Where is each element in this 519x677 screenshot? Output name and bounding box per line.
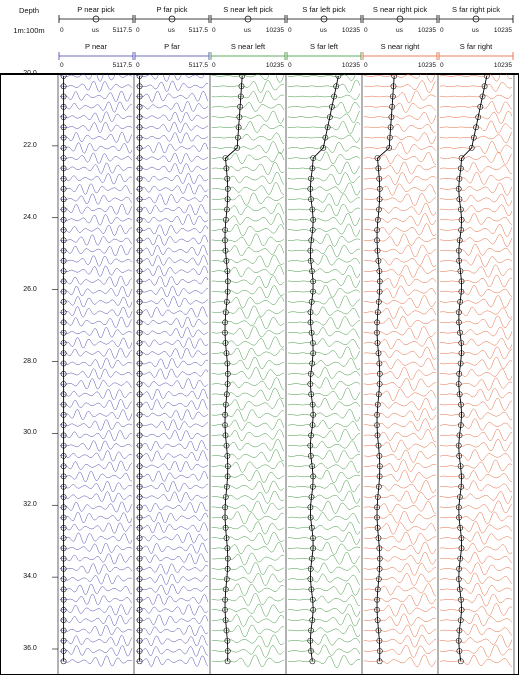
depth-label: 26.0 <box>23 285 37 293</box>
trace-header-title: P near <box>85 42 107 51</box>
scale-min: 0 <box>60 27 64 34</box>
depth-label: 32.0 <box>23 501 37 509</box>
trace-scale-min: 0 <box>288 62 292 69</box>
pick-marker-icon <box>481 83 488 90</box>
scale-min: 0 <box>136 27 140 34</box>
trace-scale-min: 0 <box>60 62 64 69</box>
depth-label: 28.0 <box>23 357 37 365</box>
pick-marker-icon <box>322 134 329 141</box>
trace-scale-max: 10235 <box>417 62 436 69</box>
pick-marker-icon <box>320 145 327 151</box>
pick-marker-icon <box>335 74 342 79</box>
trace-scale-min: 0 <box>364 62 368 69</box>
pick-marker-icon <box>333 83 340 90</box>
depth-scale-label: 1m:100m <box>13 26 45 35</box>
track-header: Depth 1m:100m P near pick 0 us 5117.5 P far … <box>0 0 519 74</box>
pick-line <box>458 75 488 662</box>
pick-marker-icon <box>244 15 252 23</box>
scale-max: 10235 <box>493 27 512 34</box>
trace-scale-max: 10235 <box>341 62 360 69</box>
pick-line <box>376 75 395 662</box>
depth-label: 20.0 <box>23 70 37 77</box>
pick-header-title: S near left pick <box>223 5 273 14</box>
trace-header-title: S near left <box>230 42 266 51</box>
trace-header-title: S far left <box>310 42 338 51</box>
scale-max: 10235 <box>417 27 436 34</box>
trace-scale-max: 10235 <box>265 62 284 69</box>
pick-marker-icon <box>472 15 480 23</box>
trace-scale-min: 0 <box>136 62 140 69</box>
pick-header-title: S far left pick <box>302 5 346 14</box>
depth-label: 30.0 <box>23 429 37 437</box>
scale-unit: us <box>92 27 99 34</box>
depth-label: 36.0 <box>23 645 37 652</box>
trace-scale-max: 10235 <box>493 62 512 69</box>
pick-header-title: P far pick <box>156 5 188 14</box>
pick-marker-icon <box>396 15 404 23</box>
trace-header-title: S far right <box>459 42 493 51</box>
pick-marker-icon <box>168 15 176 23</box>
waveform-track <box>135 74 209 667</box>
trace-scale-max: 5117.5 <box>188 62 208 69</box>
scale-min: 0 <box>440 27 444 34</box>
scale-unit: us <box>472 27 479 34</box>
pick-header-title: S near right pick <box>372 5 428 14</box>
pick-marker-icon <box>324 124 331 131</box>
header-scales <box>0 15 519 74</box>
waveform-plot-area: 20.0 22.0 24.0 26.0 28.0 30.0 32.0 34.0 36.0 <box>0 70 519 677</box>
scale-unit: us <box>396 27 403 34</box>
depth-label: 24.0 <box>23 213 37 221</box>
pick-marker-icon <box>473 124 479 131</box>
pick-marker-icon <box>475 114 482 120</box>
scale-max: 10235 <box>341 27 360 34</box>
trace-scale-max: 5117.5 <box>112 62 132 69</box>
pick-line <box>224 75 243 662</box>
trace-scale-min: 0 <box>440 62 444 69</box>
scale-min: 0 <box>212 27 216 34</box>
pick-header-title: P near pick <box>77 5 115 14</box>
pick-marker-icon <box>329 103 335 110</box>
pick-header-title: S far right pick <box>452 5 500 14</box>
pick-marker-icon <box>326 114 333 120</box>
trace-header-title: P far <box>164 42 180 51</box>
depth-label: 22.0 <box>23 141 37 149</box>
depth-label: 34.0 <box>23 573 37 581</box>
waveform-track <box>287 74 361 668</box>
scale-max: 10235 <box>265 27 284 34</box>
waveform-track <box>59 74 133 667</box>
trace-header-title: S near right <box>380 42 420 51</box>
pick-line <box>309 75 339 662</box>
scale-max: 5117.5 <box>188 27 208 34</box>
pick-marker-icon <box>92 15 100 23</box>
pick-marker-icon <box>483 74 490 79</box>
pick-marker-icon <box>479 93 486 100</box>
pick-marker-icon <box>331 93 337 100</box>
depth-track-title: Depth <box>18 6 39 15</box>
scale-min: 0 <box>288 27 292 34</box>
scale-unit: us <box>320 27 327 34</box>
scale-unit: us <box>244 27 251 34</box>
scale-min: 0 <box>364 27 368 34</box>
pick-marker-icon <box>320 15 328 23</box>
waveform-track <box>211 74 285 667</box>
waveform-track <box>439 74 513 667</box>
trace-scale-min: 0 <box>212 62 216 69</box>
pick-marker-icon <box>468 145 475 151</box>
pick-marker-icon <box>477 103 484 110</box>
waveform-track <box>363 74 437 668</box>
pick-marker-icon <box>470 134 477 141</box>
scale-max: 5117.5 <box>112 27 132 34</box>
scale-unit: us <box>168 27 175 34</box>
